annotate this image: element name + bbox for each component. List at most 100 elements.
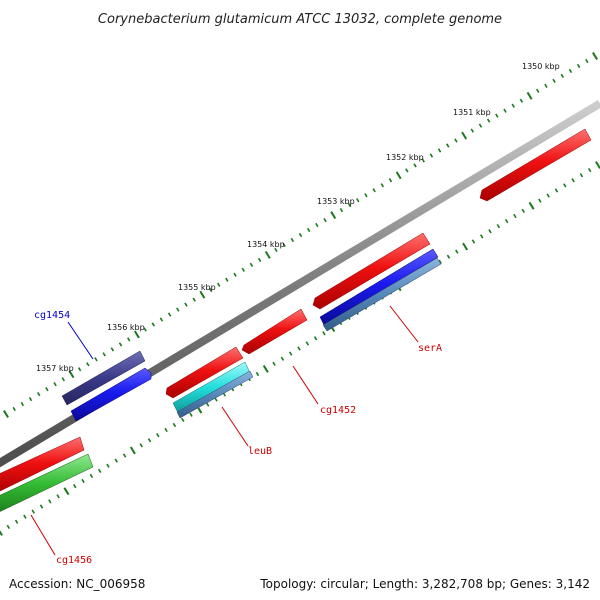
inner-minor-tick bbox=[288, 351, 293, 356]
leader-cg1454 bbox=[67, 321, 94, 360]
inner-minor-tick bbox=[313, 336, 318, 341]
inner-minor-tick bbox=[272, 361, 276, 366]
outer-minor-tick bbox=[233, 272, 237, 277]
outer-minor-tick bbox=[454, 138, 458, 143]
inner-major-tick bbox=[129, 446, 136, 455]
outer-minor-tick bbox=[290, 237, 295, 243]
inner-minor-tick bbox=[39, 504, 44, 509]
inner-major-tick bbox=[0, 530, 3, 536]
outer-minor-tick bbox=[216, 282, 221, 287]
inner-minor-tick bbox=[438, 259, 442, 264]
outer-minor-tick bbox=[470, 128, 475, 133]
inner-minor-tick bbox=[521, 208, 525, 213]
inner-minor-tick bbox=[106, 463, 110, 468]
scale-label-1351: 1351 kbp bbox=[453, 108, 491, 117]
inner-minor-tick bbox=[455, 249, 459, 254]
inner-minor-tick bbox=[587, 167, 592, 173]
outer-major-tick bbox=[592, 52, 598, 60]
gene-steel-sera[interactable] bbox=[322, 257, 442, 332]
outer-minor-tick bbox=[110, 347, 115, 352]
gene-red-leub-outer[interactable] bbox=[165, 346, 244, 399]
inner-minor-tick bbox=[56, 494, 60, 499]
gene-label-cg1454[interactable]: cg1454 bbox=[34, 310, 70, 321]
inner-minor-tick bbox=[554, 188, 559, 193]
outer-minor-tick bbox=[503, 108, 507, 113]
gene-green-cg1456[interactable] bbox=[0, 453, 94, 514]
outer-minor-tick bbox=[28, 396, 33, 402]
outer-minor-tick bbox=[12, 406, 16, 412]
gene-blue-cg1454[interactable] bbox=[70, 367, 152, 422]
outer-minor-tick bbox=[478, 123, 483, 128]
inner-minor-tick bbox=[122, 453, 127, 458]
inner-minor-tick bbox=[23, 514, 27, 519]
inner-minor-tick bbox=[48, 499, 52, 504]
outer-major-tick bbox=[264, 250, 271, 259]
inner-minor-tick bbox=[73, 484, 77, 489]
inner-minor-tick bbox=[538, 198, 542, 203]
gene-label-leub[interactable]: leuB bbox=[248, 446, 272, 457]
inner-minor-tick bbox=[205, 402, 210, 407]
gene-red-sera-outer[interactable] bbox=[312, 232, 431, 310]
gene-red-cg1456[interactable] bbox=[0, 436, 85, 494]
gene-red-cg1452[interactable] bbox=[241, 308, 308, 355]
inner-minor-tick bbox=[496, 224, 501, 229]
gene-steel-leub[interactable] bbox=[176, 370, 254, 419]
outer-major-tick bbox=[461, 131, 468, 140]
inner-major-tick bbox=[63, 487, 70, 496]
inner-minor-tick bbox=[322, 331, 326, 336]
accession-text: Accession: NC_006958 bbox=[9, 577, 146, 591]
gene-label-sera[interactable]: serA bbox=[418, 343, 442, 354]
outer-minor-tick bbox=[20, 401, 25, 407]
inner-minor-tick bbox=[297, 346, 301, 351]
outer-minor-tick bbox=[94, 357, 98, 362]
outer-minor-tick bbox=[257, 257, 262, 262]
outer-minor-tick bbox=[560, 73, 565, 79]
outer-minor-tick bbox=[585, 58, 589, 64]
outer-minor-tick bbox=[167, 312, 172, 317]
inner-minor-tick bbox=[180, 417, 185, 422]
inner-major-tick bbox=[462, 242, 469, 251]
inner-minor-tick bbox=[579, 173, 584, 178]
outer-minor-tick bbox=[306, 227, 311, 233]
genes-forward bbox=[61, 128, 592, 406]
inner-minor-tick bbox=[504, 218, 509, 224]
inner-minor-tick bbox=[164, 427, 168, 433]
outer-minor-tick bbox=[241, 267, 245, 272]
outer-minor-tick bbox=[61, 377, 65, 382]
leader-cg1456 bbox=[30, 514, 56, 556]
genome-backbone bbox=[0, 100, 600, 468]
inner-minor-tick bbox=[31, 509, 35, 514]
outer-minor-tick bbox=[568, 68, 573, 74]
inner-minor-tick bbox=[189, 412, 193, 417]
outer-minor-tick bbox=[126, 337, 131, 342]
outer-minor-tick bbox=[323, 217, 327, 223]
leader-sera bbox=[389, 305, 419, 343]
gene-red-near-1350[interactable] bbox=[479, 128, 592, 202]
outer-minor-tick bbox=[315, 222, 319, 228]
inner-minor-tick bbox=[563, 183, 567, 188]
gene-blue-sera[interactable] bbox=[319, 248, 439, 326]
inner-minor-tick bbox=[446, 254, 451, 259]
scale-labels: 1350 kbp 1351 kbp 1352 kbp 1353 kbp 1354… bbox=[36, 62, 560, 373]
outer-minor-tick bbox=[356, 198, 360, 203]
inner-minor-tick bbox=[6, 524, 11, 530]
outer-minor-tick bbox=[576, 63, 581, 69]
outer-major-tick bbox=[330, 211, 337, 220]
outer-minor-tick bbox=[225, 277, 229, 282]
gene-label-cg1456[interactable]: cg1456 bbox=[56, 555, 92, 566]
inner-minor-tick bbox=[280, 356, 285, 361]
outer-minor-tick bbox=[151, 322, 155, 327]
outer-major-tick bbox=[395, 171, 402, 180]
outer-major-tick bbox=[526, 91, 533, 100]
map-title: Corynebacterium glutamicum ATCC 13032, c… bbox=[98, 12, 502, 27]
outer-minor-tick bbox=[486, 118, 491, 123]
gene-navy-cg1454[interactable] bbox=[61, 350, 146, 406]
inner-major-tick bbox=[262, 364, 269, 373]
outer-minor-tick bbox=[347, 203, 352, 208]
outer-major-tick bbox=[3, 410, 9, 418]
gene-label-cg1452[interactable]: cg1452 bbox=[320, 405, 356, 416]
outer-minor-tick bbox=[380, 183, 385, 188]
outer-minor-tick bbox=[249, 262, 254, 267]
scale-label-1352: 1352 kbp bbox=[386, 153, 424, 162]
outer-minor-tick bbox=[298, 232, 303, 238]
